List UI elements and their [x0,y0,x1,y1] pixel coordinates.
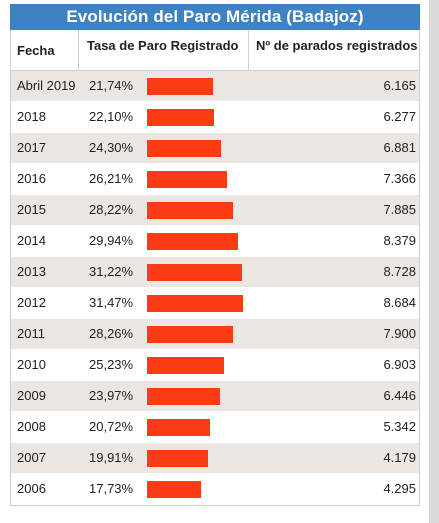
row-fecha: Abril 2019 [17,78,76,93]
tasa-bar [147,326,233,343]
row-fecha: 2018 [17,109,46,124]
table-row: 2015 28,22% 7.885 [11,195,419,226]
table-row: 2018 22,10% 6.277 [11,102,419,133]
header-parados: Nº de parados registrados [256,38,418,53]
row-tasa-label: 31,22% [89,264,134,279]
tasa-bar [147,481,201,498]
tasa-bar [147,78,213,95]
table-row: 2014 29,94% 8.379 [11,226,419,257]
table-row: 2017 24,30% 6.881 [11,133,419,164]
table-row: 2013 31,22% 8.728 [11,257,419,288]
row-fecha: 2015 [17,202,46,217]
chart-title: Evolución del Paro Mérida (Badajoz) [10,4,420,30]
row-parados: 6.277 [383,109,416,124]
row-parados: 6.446 [383,388,416,403]
row-fecha: 2014 [17,233,46,248]
row-fecha: 2017 [17,140,46,155]
tasa-bar [147,109,214,126]
tasa-bar [147,233,238,250]
tasa-bar [147,450,208,467]
row-tasa-label: 20,72% [89,419,134,434]
row-tasa-label: 26,21% [89,171,134,186]
row-fecha: 2007 [17,450,46,465]
row-parados: 7.366 [383,171,416,186]
row-tasa-label: 25,23% [89,357,134,372]
row-parados: 5.342 [383,419,416,434]
row-parados: 4.295 [383,481,416,496]
tasa-bar [147,264,242,281]
table-row: 2011 28,26% 7.900 [11,319,419,350]
row-fecha: 2013 [17,264,46,279]
table-body: Abril 2019 21,74% 6.165 2018 22,10% 6.277 2017… [11,71,419,505]
row-fecha: 2011 [17,326,45,341]
right-edge [429,0,439,523]
table-row: 2008 20,72% 5.342 [11,412,419,443]
row-fecha: 2006 [17,481,46,496]
header-tasa: Tasa de Paro Registrado [79,30,249,70]
table-row: 2007 19,91% 4.179 [11,443,419,474]
row-tasa-label: 23,97% [89,388,134,403]
row-fecha: 2009 [17,388,46,403]
table-header: Fecha Tasa de Paro Registrado Nº de para… [11,30,419,71]
tasa-bar [147,202,233,219]
table-row: 2010 25,23% 6.903 [11,350,419,381]
row-tasa-label: 24,30% [89,140,134,155]
row-tasa-label: 28,26% [89,326,134,341]
row-tasa-label: 22,10% [89,109,134,124]
row-fecha: 2012 [17,295,46,310]
row-parados: 6.903 [383,357,416,372]
row-tasa-label: 28,22% [89,202,134,217]
header-fecha: Fecha [11,30,79,70]
unemployment-table: Fecha Tasa de Paro Registrado Nº de para… [10,30,420,506]
table-row: 2009 23,97% 6.446 [11,381,419,412]
row-parados: 4.179 [383,450,416,465]
row-tasa-label: 17,73% [89,481,134,496]
row-parados: 6.881 [383,140,416,155]
row-tasa-label: 31,47% [89,295,134,310]
table-row: 2012 31,47% 8.684 [11,288,419,319]
row-parados: 7.900 [383,326,416,341]
row-fecha: 2008 [17,419,46,434]
tasa-bar [147,140,221,157]
tasa-bar [147,419,210,436]
row-tasa-label: 21,74% [89,78,134,93]
row-tasa-label: 29,94% [89,233,134,248]
row-tasa-label: 19,91% [89,450,134,465]
row-parados: 8.728 [383,264,416,279]
table-row: Abril 2019 21,74% 6.165 [11,71,419,102]
row-parados: 8.379 [383,233,416,248]
row-fecha: 2016 [17,171,46,186]
tasa-bar [147,388,220,405]
row-parados: 7.885 [383,202,416,217]
table-row: 2016 26,21% 7.366 [11,164,419,195]
tasa-bar [147,295,243,312]
row-parados: 6.165 [383,78,416,93]
tasa-bar [147,357,224,374]
row-fecha: 2010 [17,357,46,372]
tasa-bar [147,171,227,188]
row-parados: 8.684 [383,295,416,310]
table-row: 2006 17,73% 4.295 [11,474,419,505]
